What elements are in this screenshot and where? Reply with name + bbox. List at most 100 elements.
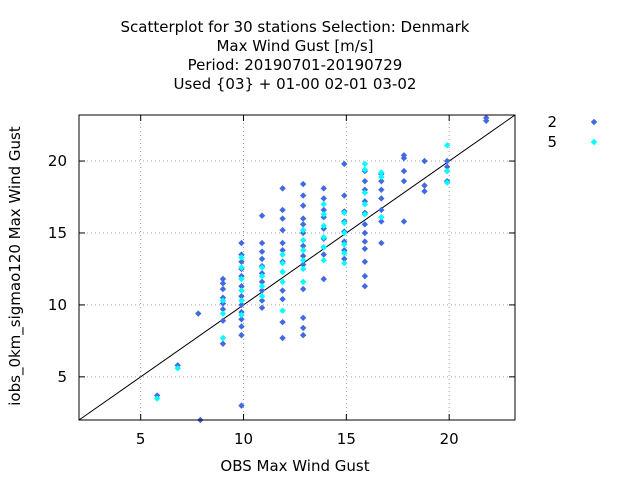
- data-point-series-2: [279, 318, 286, 326]
- data-point-series-5: [279, 259, 286, 267]
- data-point-series-5: [238, 275, 245, 283]
- data-point-series-5: [378, 173, 385, 181]
- x-tick-label: 15: [337, 430, 356, 448]
- data-point-series-2: [299, 285, 307, 293]
- data-point-series-2: [361, 229, 369, 237]
- data-point-series-2: [378, 218, 385, 225]
- data-point-series-5: [361, 166, 369, 173]
- data-point-series-5: [238, 297, 245, 304]
- data-point-series-2: [299, 331, 307, 339]
- data-point-series-2: [378, 186, 385, 194]
- data-point-series-5: [341, 209, 348, 217]
- data-point-series-2: [219, 340, 227, 347]
- data-point-series-2: [299, 242, 307, 250]
- legend-label-2: 2: [547, 113, 557, 131]
- y-tick-label: 10: [48, 296, 67, 314]
- data-point-series-2: [279, 185, 286, 192]
- data-point-series-2: [299, 215, 307, 222]
- data-points: [153, 114, 490, 424]
- data-point-series-5: [361, 189, 369, 196]
- data-point-series-2: [299, 252, 307, 260]
- data-point-series-2: [361, 245, 369, 252]
- data-point-series-5: [378, 213, 385, 221]
- data-point-series-2: [238, 283, 245, 290]
- data-point-series-2: [219, 275, 227, 283]
- data-point-series-2: [279, 206, 286, 214]
- data-point-series-2: [258, 248, 266, 255]
- legend-label-5: 5: [547, 133, 557, 151]
- data-point-series-2: [421, 188, 428, 195]
- data-point-series-5: [279, 251, 286, 258]
- data-point-series-2: [279, 295, 286, 303]
- legend-marker-2: [590, 118, 598, 126]
- data-point-series-5: [361, 211, 369, 218]
- data-point-series-2: [421, 157, 428, 165]
- data-point-series-5: [258, 283, 266, 290]
- data-point-series-5: [299, 265, 307, 273]
- data-point-series-5: [279, 307, 286, 314]
- data-point-series-2: [320, 275, 327, 283]
- data-point-series-5: [238, 254, 245, 261]
- data-point-series-2: [238, 258, 245, 265]
- data-point-series-2: [443, 163, 451, 170]
- data-point-series-5: [443, 167, 451, 175]
- data-point-series-5: [219, 334, 227, 342]
- data-point-series-2: [320, 185, 327, 192]
- data-point-series-2: [219, 280, 227, 287]
- data-point-series-5: [258, 293, 266, 300]
- data-point-series-2: [299, 261, 307, 268]
- title-line-3: Period: 20190701-20190729: [188, 56, 403, 74]
- data-point-series-2: [238, 301, 245, 309]
- data-point-series-2: [258, 304, 266, 311]
- data-point-series-2: [238, 323, 245, 330]
- data-point-series-2: [238, 316, 245, 323]
- data-point-series-5: [153, 395, 161, 402]
- data-point-series-2: [299, 221, 307, 228]
- title-line-4: Used {03} + 01-00 02-01 03-02: [174, 75, 417, 93]
- data-point-series-2: [299, 314, 307, 322]
- y-tick-label: 5: [57, 368, 67, 386]
- data-point-series-5: [299, 278, 307, 286]
- data-point-series-2: [195, 310, 202, 317]
- data-point-series-2: [378, 239, 385, 247]
- data-point-series-5: [219, 310, 227, 317]
- data-point-series-5: [258, 272, 266, 280]
- data-point-series-5: [238, 287, 245, 294]
- data-point-series-2: [400, 152, 408, 159]
- data-point-series-5: [320, 222, 327, 229]
- data-point-series-5: [341, 241, 348, 248]
- data-point-series-5: [299, 236, 307, 244]
- data-point-series-2: [361, 258, 369, 265]
- data-point-series-2: [219, 285, 227, 293]
- data-point-series-5: [299, 247, 307, 254]
- y-tick-label: 15: [48, 224, 67, 242]
- data-point-series-5: [361, 200, 369, 208]
- data-point-series-5: [341, 229, 348, 237]
- data-point-series-2: [341, 160, 348, 168]
- data-point-series-2: [258, 239, 266, 247]
- data-point-series-5: [378, 169, 385, 176]
- chart-title: Scatterplot for 30 stations Selection: D…: [121, 18, 470, 93]
- data-point-series-2: [279, 287, 286, 294]
- data-point-series-2: [238, 402, 245, 409]
- data-point-series-5: [320, 234, 327, 241]
- data-point-series-2: [361, 283, 369, 290]
- data-point-series-5: [361, 160, 369, 168]
- data-point-series-2: [258, 278, 266, 286]
- data-point-series-2: [279, 215, 286, 222]
- x-tick-label: 20: [440, 430, 459, 448]
- data-point-series-2: [238, 293, 245, 300]
- data-point-series-5: [341, 219, 348, 227]
- data-point-series-5: [299, 226, 307, 234]
- data-point-series-2: [400, 218, 408, 225]
- title-line-1: Scatterplot for 30 stations Selection: D…: [121, 18, 470, 36]
- x-tick-label: 5: [136, 430, 146, 448]
- data-point-series-5: [341, 249, 348, 257]
- data-point-series-5: [320, 257, 327, 264]
- data-point-series-5: [174, 365, 181, 372]
- data-point-series-2: [299, 180, 307, 188]
- data-point-series-2: [258, 287, 266, 294]
- data-point-series-2: [378, 206, 385, 214]
- data-point-series-5: [299, 257, 307, 264]
